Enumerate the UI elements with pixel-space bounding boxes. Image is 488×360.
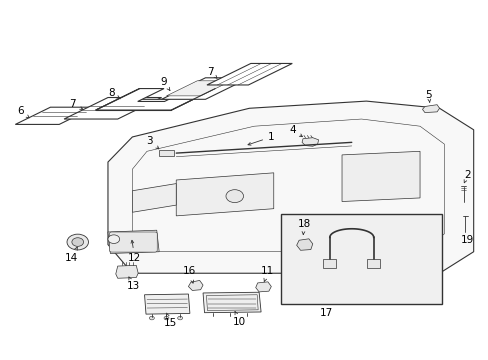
Text: 7: 7 [69,99,82,109]
Text: 3: 3 [146,136,159,149]
Polygon shape [206,295,258,311]
Polygon shape [341,151,419,202]
Circle shape [67,234,88,250]
Polygon shape [96,89,215,110]
Polygon shape [96,89,215,110]
FancyBboxPatch shape [109,232,157,252]
Bar [281,214,441,304]
Bar [323,259,335,268]
Text: 8: 8 [108,88,120,99]
Text: 9: 9 [161,77,170,90]
Text: 1: 1 [247,132,274,145]
Polygon shape [108,230,159,253]
Circle shape [177,316,182,320]
Bar [366,259,379,268]
Polygon shape [64,98,161,119]
Circle shape [225,190,243,203]
Bar [159,149,173,156]
Polygon shape [144,294,189,314]
Circle shape [149,316,154,320]
Text: 11: 11 [261,266,274,282]
Circle shape [72,238,83,246]
Polygon shape [108,101,473,273]
Text: 7: 7 [206,67,217,78]
Text: 12: 12 [128,240,141,263]
Polygon shape [132,119,444,252]
Polygon shape [15,107,94,125]
Polygon shape [161,78,249,99]
Text: 2: 2 [463,170,470,183]
Polygon shape [203,292,261,313]
Text: 5: 5 [425,90,431,103]
Polygon shape [206,63,292,85]
Polygon shape [296,239,312,250]
Text: 4: 4 [288,125,302,137]
Text: 19: 19 [460,235,473,245]
Text: 13: 13 [126,277,140,291]
Text: 16: 16 [183,266,196,283]
Text: 18: 18 [297,219,310,235]
Polygon shape [132,184,176,212]
Text: 6: 6 [17,106,29,118]
Polygon shape [166,81,231,96]
Polygon shape [255,282,271,292]
Text: 10: 10 [233,311,245,327]
Polygon shape [176,173,273,216]
Text: 17: 17 [319,308,332,318]
Circle shape [108,235,120,243]
Circle shape [163,316,168,320]
Polygon shape [188,280,203,291]
Text: 15: 15 [163,313,177,328]
Text: 14: 14 [64,247,78,263]
Polygon shape [302,138,318,146]
Polygon shape [422,105,439,113]
Polygon shape [116,265,138,278]
